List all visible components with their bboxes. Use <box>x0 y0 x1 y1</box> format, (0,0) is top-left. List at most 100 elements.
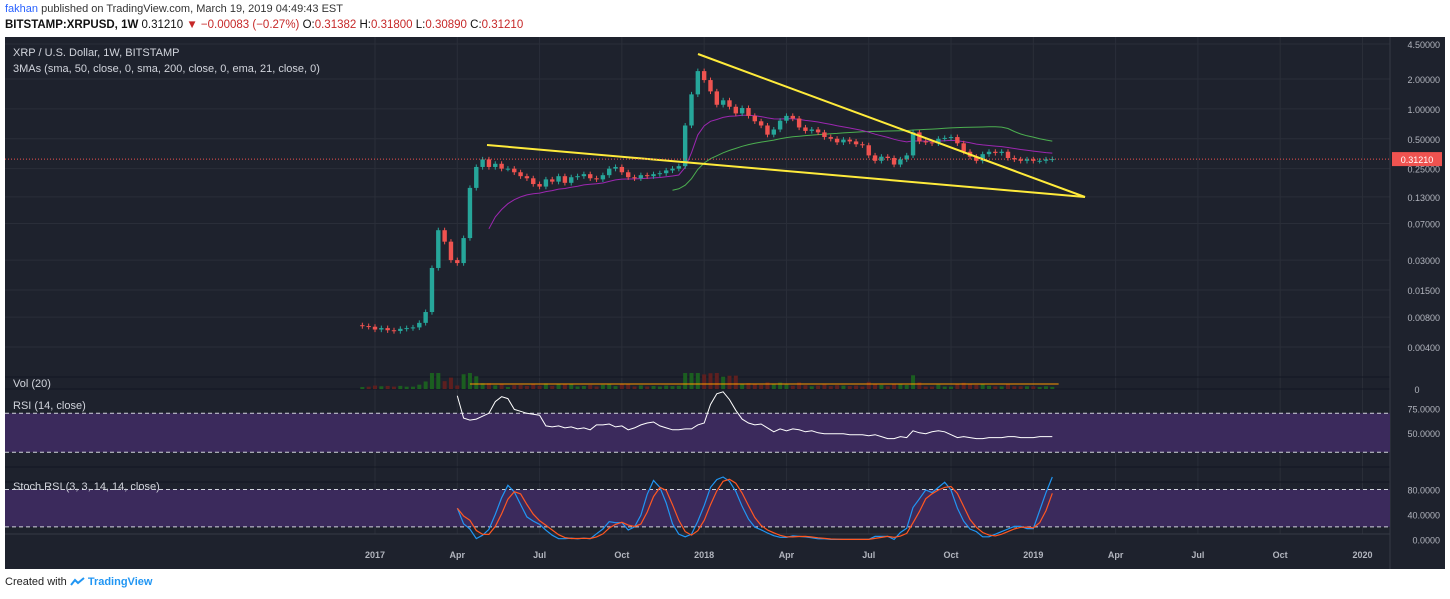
stoch-k-line <box>456 476 1053 541</box>
candle-body <box>739 108 745 114</box>
candle-body <box>796 118 802 128</box>
created-with-text: Created with <box>5 576 67 588</box>
volume-bar <box>961 382 966 389</box>
candle-body <box>689 94 694 126</box>
sma50-line <box>672 126 1053 191</box>
volume-bar <box>664 385 669 389</box>
candle-body <box>442 230 447 242</box>
candle-body <box>391 330 397 332</box>
volume-bar <box>721 376 726 389</box>
volume-bar <box>759 384 764 389</box>
candle-body <box>765 125 770 135</box>
volume-bar <box>816 385 821 389</box>
volume-bar <box>385 385 390 389</box>
candle-body <box>436 230 441 268</box>
footer: Created with TradingView <box>5 576 152 588</box>
time-tick-label: Apr <box>1108 550 1124 560</box>
volume-bar <box>885 386 890 389</box>
candle-body <box>651 174 656 177</box>
volume-bar <box>999 386 1004 389</box>
candle-body <box>771 129 776 135</box>
volume-bar <box>847 386 852 389</box>
price-tick-label: 1.00000 <box>1407 105 1440 115</box>
candle-body <box>834 138 840 143</box>
time-tick-label: Apr <box>450 550 466 560</box>
candle-body <box>543 179 549 187</box>
volume-bar <box>404 386 409 389</box>
time-tick-label: Oct <box>944 550 959 560</box>
volume-bar <box>474 376 479 389</box>
candle-body <box>746 108 751 116</box>
candle-body <box>429 267 435 313</box>
candle-body <box>455 260 460 264</box>
time-tick-label: Jul <box>533 550 546 560</box>
volume-bar <box>790 385 795 389</box>
volume-bar <box>398 385 403 389</box>
volume-bar <box>797 382 802 389</box>
volume-bar <box>980 383 985 389</box>
volume-bar <box>366 386 371 389</box>
tradingview-brand[interactable]: TradingView <box>87 576 153 588</box>
low-label: L: <box>415 19 426 31</box>
volume-bar <box>556 384 561 389</box>
candle-body <box>360 325 365 327</box>
candle-body <box>1037 160 1042 162</box>
candle-body <box>803 127 808 131</box>
price-chart[interactable]: 4.50000 2.00000 1.00000 0.50000 0.25000 0.130… <box>5 37 1445 569</box>
candle-body <box>663 170 669 174</box>
volume-bar <box>423 381 428 389</box>
time-tick-label: Oct <box>1273 550 1288 560</box>
volume-bar <box>942 386 947 389</box>
volume-bar <box>537 385 542 389</box>
close-label: C: <box>470 19 482 31</box>
candle-body <box>410 327 416 329</box>
open-value: 0.31382 <box>314 19 357 31</box>
candle-body <box>714 91 720 105</box>
candle-body <box>815 129 821 133</box>
volume-bar <box>657 386 662 389</box>
stoch-tick-label: 80.0000 <box>1407 485 1440 495</box>
candle-body <box>701 71 707 81</box>
volume-bar <box>860 386 865 389</box>
low-value: 0.30890 <box>425 19 467 31</box>
candle-body <box>695 71 701 95</box>
candle-body <box>860 144 865 146</box>
author-link[interactable]: fakhan <box>5 3 39 15</box>
rsi-line <box>456 391 1053 440</box>
candle-body <box>613 166 618 169</box>
candle-body <box>917 132 922 142</box>
volume-bar <box>683 373 688 389</box>
candle-body <box>581 174 587 177</box>
candle-body <box>961 143 966 152</box>
volume-bar <box>803 385 808 389</box>
volume-bar <box>835 385 840 389</box>
volume-bar <box>442 381 447 389</box>
high-label: H: <box>359 19 372 31</box>
candle-body <box>733 106 739 114</box>
price-tick-label: 0.03000 <box>1407 256 1440 266</box>
candle-body <box>891 158 897 165</box>
candle-body <box>632 177 637 179</box>
down-arrow-icon: ▼ <box>186 19 198 31</box>
price-tick-label: 0.00800 <box>1407 313 1440 323</box>
candle-body <box>461 238 466 264</box>
candle-body <box>670 168 675 171</box>
volume-bar <box>569 384 574 389</box>
candle-body <box>790 115 795 119</box>
volume-bar <box>765 382 770 389</box>
time-tick-label: 2020 <box>1352 550 1372 560</box>
volume-bar <box>379 386 384 389</box>
rsi-label: RSI (14, close) <box>13 400 86 412</box>
stoch-label: Stoch RSI (3, 3, 14, 14, close) <box>13 481 160 493</box>
volume-bar <box>727 375 732 389</box>
volume-bar <box>645 386 650 389</box>
chart-area[interactable]: 4.50000 2.00000 1.00000 0.50000 0.25000 0.130… <box>5 37 1445 569</box>
candle-body <box>619 166 625 173</box>
volume-bar <box>708 373 713 389</box>
volume-bar <box>1050 386 1055 389</box>
candle-body <box>1031 159 1036 161</box>
price-change: −0.00083 (−0.27%) <box>200 19 300 31</box>
candle-body <box>398 328 403 331</box>
candle-body <box>1005 151 1011 159</box>
last-price: 0.31210 <box>141 19 184 31</box>
